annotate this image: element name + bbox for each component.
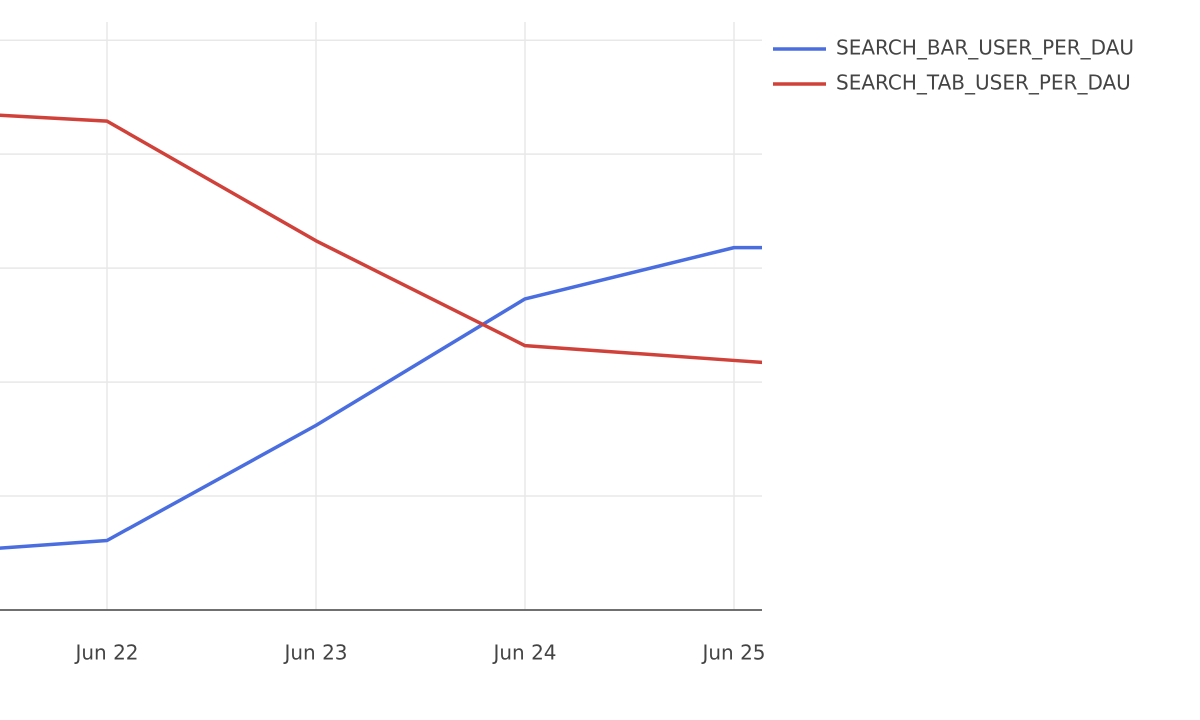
series-line <box>0 113 762 365</box>
grid <box>0 22 762 611</box>
legend-label: SEARCH_BAR_USER_PER_DAU <box>836 36 1134 60</box>
series-line <box>0 245 762 550</box>
x-tick-label: Jun 23 <box>282 641 347 665</box>
plot-area <box>0 113 762 550</box>
legend-label: SEARCH_TAB_USER_PER_DAU <box>836 71 1131 95</box>
x-tick-label: Jun 24 <box>491 641 556 665</box>
x-tick-label: Jun 25 <box>700 641 765 665</box>
legend: SEARCH_BAR_USER_PER_DAU SEARCH_TAB_USER_P… <box>773 36 1134 95</box>
x-tick-label: Jun 22 <box>73 641 138 665</box>
x-axis: Jun 22 Jun 23 Jun 24 Jun 25 <box>0 609 766 665</box>
